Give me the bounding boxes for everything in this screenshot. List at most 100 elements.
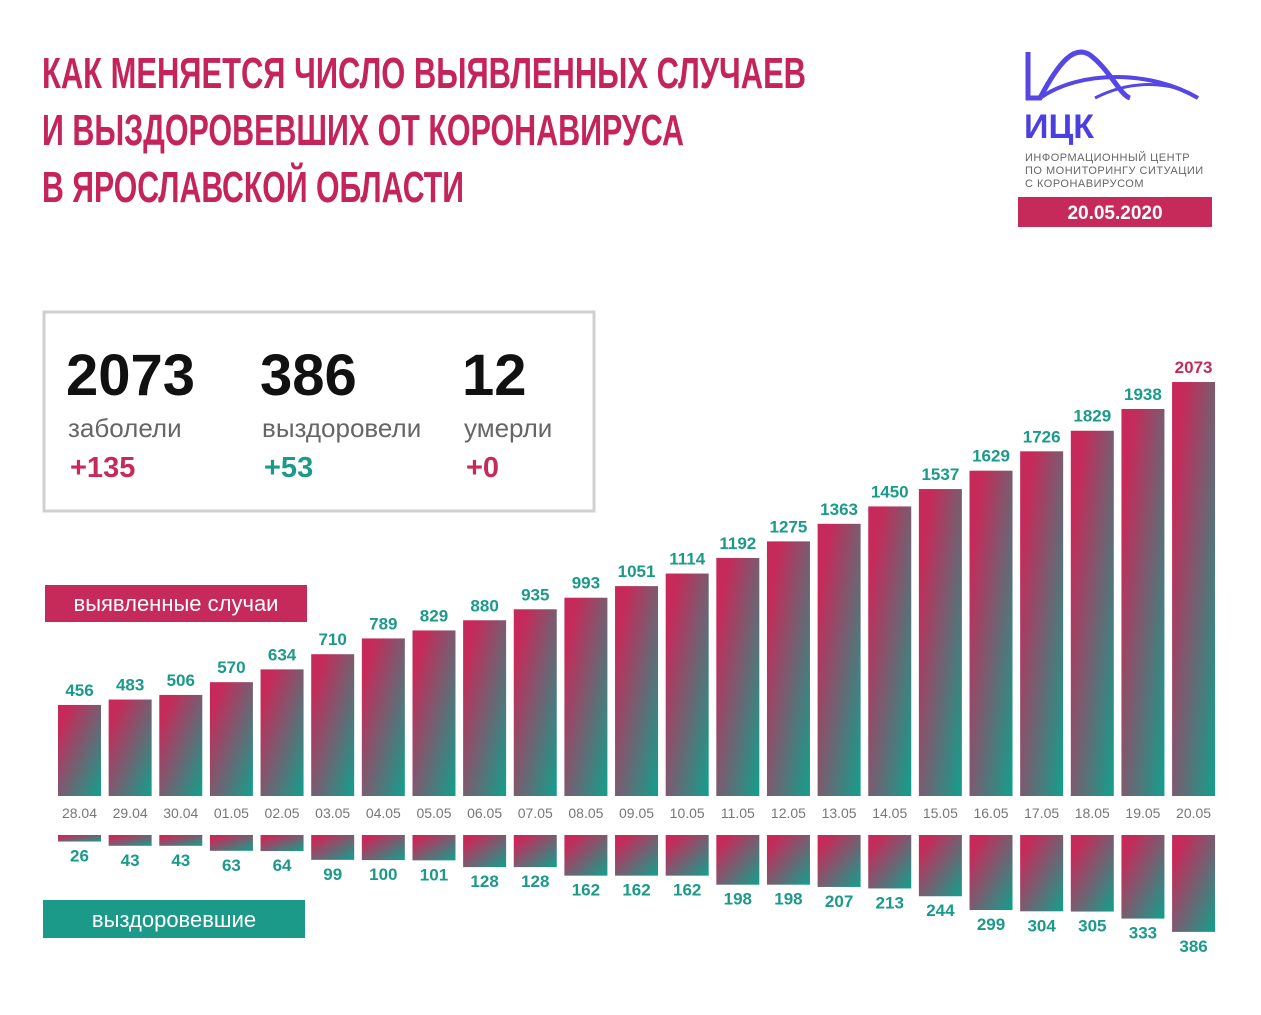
bar: [108, 835, 152, 846]
bar: [58, 835, 101, 842]
bar: [1020, 451, 1064, 796]
value-label: 1629: [972, 447, 1010, 466]
value-label: 198: [774, 890, 802, 909]
x-tick-label: 12.05: [771, 805, 806, 821]
bar: [969, 835, 1013, 911]
title-line: КАК МЕНЯЕТСЯ ЧИСЛО ВЫЯВЛЕННЫХ СЛУЧАЕВ: [42, 49, 806, 98]
bar: [260, 669, 304, 796]
value-label: 1450: [871, 482, 909, 501]
bar: [513, 609, 557, 796]
value-label: 101: [420, 865, 448, 884]
x-tick-label: 13.05: [822, 805, 857, 821]
bar: [615, 835, 659, 876]
value-label: 829: [420, 606, 448, 625]
x-tick-label: 28.04: [62, 805, 97, 821]
bar: [665, 573, 709, 796]
bar: [868, 506, 912, 796]
bar: [665, 835, 709, 876]
legend-label: выздоровевшие: [92, 907, 256, 932]
value-label: 1363: [820, 500, 858, 519]
date-box: [1018, 197, 1212, 227]
bar: [868, 835, 912, 889]
bar: [766, 541, 810, 796]
x-tick-label: 09.05: [619, 805, 654, 821]
x-tick-label: 14.05: [872, 805, 907, 821]
bar: [918, 835, 962, 897]
bar: [412, 630, 456, 796]
bar: [969, 470, 1013, 796]
value-label: 880: [470, 596, 498, 615]
value-label: 207: [825, 892, 853, 911]
value-label: 198: [724, 890, 752, 909]
logo-name: ИЦК: [1024, 108, 1094, 146]
x-tick-label: 17.05: [1024, 805, 1059, 821]
bar: [260, 835, 304, 852]
bar: [361, 638, 405, 796]
x-tick-label: 07.05: [518, 805, 553, 821]
summary: 2073 заболели +135 386 выздоровели +53 12 умерл…: [66, 343, 552, 484]
bar: [159, 694, 203, 796]
value-label: 1275: [770, 517, 808, 536]
value-label: 299: [977, 915, 1005, 934]
summary-label: выздоровели: [262, 413, 421, 443]
summary-value: 2073: [66, 343, 195, 408]
value-label: 483: [116, 676, 144, 695]
title-line: И ВЫЗДОРОВЕВШИХ ОТ КОРОНАВИРУСА: [42, 106, 684, 155]
bar: [817, 523, 861, 796]
value-label: 1537: [921, 465, 959, 484]
value-label: 305: [1078, 917, 1106, 936]
logo-text: ИНФОРМАЦИОННЫЙ ЦЕНТР: [1025, 151, 1190, 164]
bar: [513, 835, 557, 868]
value-label: 162: [622, 881, 650, 900]
value-label: 100: [369, 865, 397, 884]
value-label: 1829: [1073, 407, 1111, 426]
summary-label: заболели: [68, 413, 182, 443]
bar: [1070, 430, 1114, 796]
x-tick-label: 30.04: [163, 805, 198, 821]
bar: [209, 682, 253, 796]
value-label: 1726: [1023, 427, 1061, 446]
bar: [361, 835, 405, 861]
bar: [766, 835, 810, 885]
legend-label: выявленные случаи: [74, 591, 279, 616]
x-tick-label: 04.05: [366, 805, 401, 821]
value-label: 634: [268, 645, 297, 664]
summary-label: умерли: [464, 413, 552, 443]
value-label: 43: [171, 851, 190, 870]
summary-change: +0: [466, 452, 499, 484]
bar: [311, 835, 355, 860]
value-label: 128: [470, 872, 498, 891]
value-label: 2073: [1175, 358, 1213, 377]
x-tick-label: 15.05: [923, 805, 958, 821]
summary-change: +135: [70, 452, 135, 484]
value-label: 304: [1027, 916, 1056, 935]
x-tick-label: 16.05: [973, 805, 1008, 821]
bar: [311, 654, 355, 796]
bar: [1172, 382, 1216, 796]
value-label: 64: [273, 856, 292, 875]
bar: [564, 835, 608, 876]
value-label: 789: [369, 614, 397, 633]
x-tick-label: 10.05: [670, 805, 705, 821]
legend-box: [43, 900, 305, 938]
value-label: 935: [521, 585, 549, 604]
bar: [1020, 835, 1064, 912]
bar: [108, 699, 152, 796]
value-label: 456: [65, 681, 93, 700]
value-label: 99: [323, 865, 342, 884]
bar: [1070, 835, 1114, 912]
value-label: 386: [1179, 937, 1207, 956]
x-tick-label: 01.05: [214, 805, 249, 821]
value-label: 1051: [618, 562, 656, 581]
value-label: 506: [167, 671, 195, 690]
value-label: 993: [572, 574, 600, 593]
value-label: 162: [673, 881, 701, 900]
logo-curve: [1094, 83, 1199, 100]
logo-curve: [1025, 49, 1132, 101]
legend-box: [45, 585, 307, 622]
value-label: 43: [121, 851, 140, 870]
x-tick-label: 08.05: [568, 805, 603, 821]
bar: [159, 835, 203, 846]
logo-text: ПО МОНИТОРИНГУ СИТУАЦИИ: [1025, 165, 1204, 177]
bar: [918, 489, 962, 796]
